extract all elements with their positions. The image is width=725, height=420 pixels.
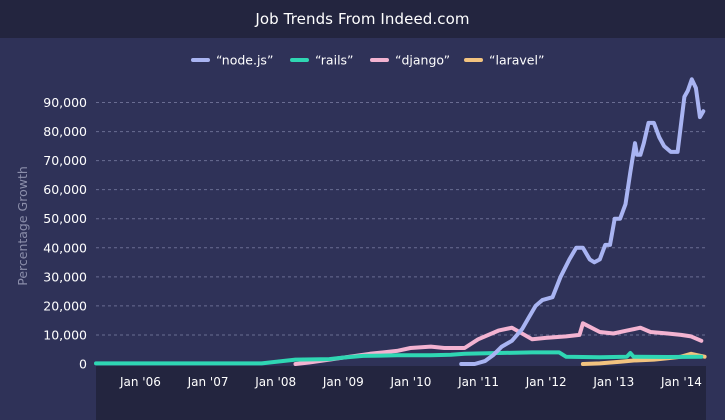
series-line-1 xyxy=(94,350,704,366)
y-tick-label: 60,000 xyxy=(43,182,87,197)
chart-header: Job Trends From Indeed.com xyxy=(0,0,725,38)
series-line-2 xyxy=(293,321,704,366)
y-tick-label: 0 xyxy=(79,357,87,372)
y-tick-label: 10,000 xyxy=(43,327,87,342)
y-tick-label: 80,000 xyxy=(43,124,87,139)
y-tick-label: 50,000 xyxy=(43,211,87,226)
y-axis-ticks: 0 10,000 20,000 30,000 40,000 50,000 60,000 70,… xyxy=(43,95,87,371)
y-tick-label: 20,000 xyxy=(43,298,87,313)
x-tick-label: Jan '06 xyxy=(119,375,161,389)
x-axis-ticks: Jan '06 Jan '07 Jan '08 Jan '09 Jan '10 Jan '… xyxy=(119,375,702,389)
x-tick-label: Jan '07 xyxy=(187,375,229,389)
x-tick-label: Jan '12 xyxy=(525,375,567,389)
legend-label: “rails” xyxy=(315,53,354,68)
y-tick-label: 70,000 xyxy=(43,153,87,168)
x-tick-label: Jan '14 xyxy=(660,375,702,389)
legend-label: “node.js” xyxy=(216,53,273,68)
x-tick-label: Jan '13 xyxy=(592,375,634,389)
x-tick-label: Jan '09 xyxy=(322,375,364,389)
x-axis-band xyxy=(96,366,706,420)
y-tick-label: 90,000 xyxy=(43,95,87,110)
x-tick-label: Jan '11 xyxy=(457,375,499,389)
legend-label: “laravel” xyxy=(489,53,544,68)
chart-title: Job Trends From Indeed.com xyxy=(255,10,470,28)
y-axis-label: Percentage Growth xyxy=(15,166,30,286)
x-tick-label: Jan '08 xyxy=(254,375,296,389)
x-tick-label: Jan '10 xyxy=(389,375,431,389)
series-layer xyxy=(94,77,707,366)
legend: “node.js” “rails” “django” “laravel” xyxy=(191,53,544,68)
series-line-0 xyxy=(459,77,706,366)
y-tick-label: 30,000 xyxy=(43,269,87,284)
legend-label: “django” xyxy=(395,53,450,68)
y-tick-label: 40,000 xyxy=(43,240,87,255)
